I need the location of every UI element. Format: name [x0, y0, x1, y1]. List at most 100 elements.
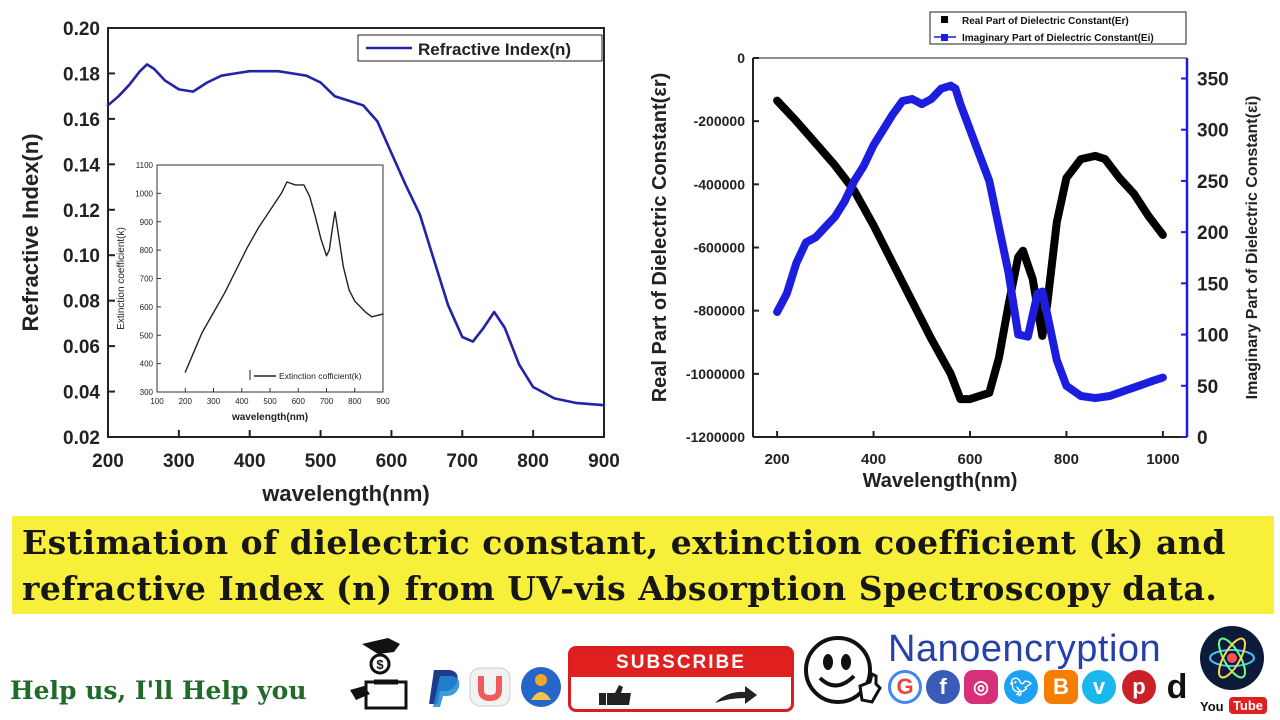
chart3-y2-tick-label: 250 — [1197, 172, 1229, 193]
chart3-legend-box — [929, 11, 1187, 45]
youtube-logo: You Tube — [1200, 697, 1267, 714]
smiley-thumbs-up-icon — [804, 636, 882, 704]
chart1-series-line — [106, 63, 606, 407]
chart1-y-tick-label: 0.18 — [63, 64, 100, 85]
chart1-y-tick-label: 0.16 — [63, 110, 100, 131]
brand-name: Nanoencryption — [888, 628, 1162, 670]
chart1-y-tick-label: 0.08 — [63, 292, 100, 313]
dailymotion-icon[interactable]: d — [1162, 670, 1192, 704]
chart1-y-tick-label: 0.06 — [63, 337, 100, 358]
title-banner: Estimation of dielectric constant, extin… — [12, 516, 1274, 614]
nanoencryption-logo — [1200, 626, 1264, 690]
chart3-y2-tick-label: 350 — [1197, 69, 1229, 90]
inset-legend-label: Extinction cofficient(k) — [279, 371, 362, 381]
chart1-x-tick-label: 200 — [92, 451, 124, 472]
inset-series-line — [184, 181, 384, 373]
inset-y-tick-label: 500 — [140, 331, 154, 340]
banner-line-1: Estimation of dielectric constant, extin… — [22, 523, 1226, 562]
inset-x-tick-label: 600 — [292, 397, 306, 406]
chart3-real-series-line — [773, 96, 1167, 404]
chart1-x-tick-label: 600 — [376, 451, 408, 472]
donation-hand-icon: $ — [350, 638, 408, 710]
chart1-y-tick-label: 0.02 — [63, 428, 100, 449]
chart3-x-tick-label: 1000 — [1146, 451, 1179, 468]
instagram-icon[interactable]: ◎ — [964, 670, 998, 704]
inset-x-tick-label: 100 — [150, 397, 164, 406]
chart3-legend-marker-real — [941, 16, 948, 23]
banner-line-2: refractive Index (n) from UV-vis Absorpt… — [22, 569, 1218, 608]
chart3-y2-tick-label: 100 — [1197, 326, 1229, 347]
chart3-x-tick-label: 800 — [1054, 451, 1079, 468]
chart1-frame — [107, 27, 605, 438]
chart3-x-tick-label: 200 — [765, 451, 790, 468]
inset-x-tick-label: 500 — [263, 397, 277, 406]
patron-icon[interactable] — [518, 664, 564, 710]
chart3-y-tick-label: 0 — [737, 50, 745, 66]
chart3-y-tick-label: -1200000 — [686, 429, 745, 445]
chart1-y-tick-label: 0.20 — [63, 19, 100, 40]
inset-y-tick-label: 800 — [140, 246, 154, 255]
chart3-x-tick-label: 600 — [957, 451, 982, 468]
blogger-icon[interactable]: B — [1044, 670, 1078, 704]
inset-x-tick-label: 700 — [320, 397, 334, 406]
chart3-y2-tick-label: 300 — [1197, 121, 1229, 142]
inset-y-axis-label: Extinction coefficient(k) — [116, 227, 127, 330]
chart3-y-tick-label: -600000 — [694, 240, 746, 256]
chart3-y2-axis-label: Imaginary Part of Dielectric Constant(εi… — [1244, 96, 1261, 400]
chart3-legend-label-real: Real Part of Dielectric Constant(Er) — [962, 16, 1129, 27]
chart1-x-tick-label: 300 — [163, 451, 195, 472]
chart1-y-tick-label: 0.14 — [63, 155, 100, 176]
chart3-y-tick-label: -800000 — [694, 303, 746, 319]
ulule-icon[interactable] — [468, 666, 512, 708]
inset-y-tick-label: 1000 — [135, 189, 153, 198]
inset-x-tick-label: 400 — [235, 397, 249, 406]
chart3-y2-tick-label: 150 — [1197, 274, 1229, 295]
paypal-icon[interactable] — [424, 666, 464, 708]
inset-y-tick-label: 900 — [140, 218, 154, 227]
inset-x-tick-label: 900 — [376, 397, 390, 406]
chart1-y-axis-label: Refractive Index(n) — [18, 133, 43, 331]
chart1-legend-label: Refractive Index(n) — [418, 40, 571, 59]
chart3-y-axis-label: Real Part of Dielectric Constant(εr) — [649, 73, 671, 403]
chart3-x-axis-label: Wavelength(nm) — [863, 470, 1018, 492]
inset-x-axis-label: wavelength(nm) — [231, 412, 308, 423]
chart3-legend-label-imag: Imaginary Part of Dielectric Constant(Ei… — [962, 33, 1154, 44]
inset-y-tick-label: 400 — [140, 360, 154, 369]
chart1-y-tick-label: 0.12 — [63, 201, 100, 222]
inset-x-tick-label: 200 — [179, 397, 193, 406]
chart1-x-tick-label: 900 — [588, 451, 620, 472]
chart1-y-tick-label: 0.04 — [63, 383, 100, 404]
subscribe-button[interactable]: SUBSCRIBE — [568, 646, 794, 712]
chart1-y-tick-label: 0.10 — [63, 246, 100, 267]
subscribe-label: SUBSCRIBE — [571, 649, 791, 677]
inset-y-tick-label: 600 — [140, 303, 154, 312]
help-text: Help us, I'll Help you — [10, 676, 307, 705]
inset-x-tick-label: 800 — [348, 397, 362, 406]
chart3-y-tick-label: -400000 — [694, 176, 746, 192]
thumbs-up-icon — [599, 685, 631, 705]
chart1-x-tick-label: 400 — [234, 451, 266, 472]
chart3-legend-marker-imag — [941, 34, 948, 41]
inset-y-tick-label: 300 — [140, 388, 154, 397]
chart3-y2-tick-label: 50 — [1197, 377, 1218, 398]
pinterest-icon[interactable]: p — [1122, 670, 1156, 704]
vimeo-icon[interactable]: v — [1082, 670, 1116, 704]
chart3-imag-series-line — [773, 81, 1167, 403]
chart1-x-tick-label: 700 — [446, 451, 478, 472]
chart3-y-tick-label: -200000 — [694, 113, 746, 129]
chart3-y2-tick-label: 200 — [1197, 223, 1229, 244]
svg-text:$: $ — [376, 657, 384, 672]
facebook-icon[interactable]: f — [926, 670, 960, 704]
chart1-x-tick-label: 800 — [517, 451, 549, 472]
inset-y-tick-label: 700 — [140, 275, 154, 284]
svg-text:Tube: Tube — [1233, 698, 1263, 713]
share-arrow-icon — [715, 686, 757, 704]
charts-canvas: 200 300 400 500 600 700 800 9000.020.040.060.08… — [18, 11, 1261, 506]
google-icon[interactable]: G — [888, 670, 922, 704]
svg-text:You: You — [1200, 699, 1224, 714]
chart3-y2-tick-label: 0 — [1197, 428, 1208, 449]
inset-y-tick-label: 1100 — [136, 161, 154, 170]
chart3-y-tick-label: -1000000 — [686, 366, 745, 382]
twitter-icon[interactable]: 🐦︎ — [1004, 670, 1038, 704]
chart3-x-tick-label: 400 — [861, 451, 886, 468]
